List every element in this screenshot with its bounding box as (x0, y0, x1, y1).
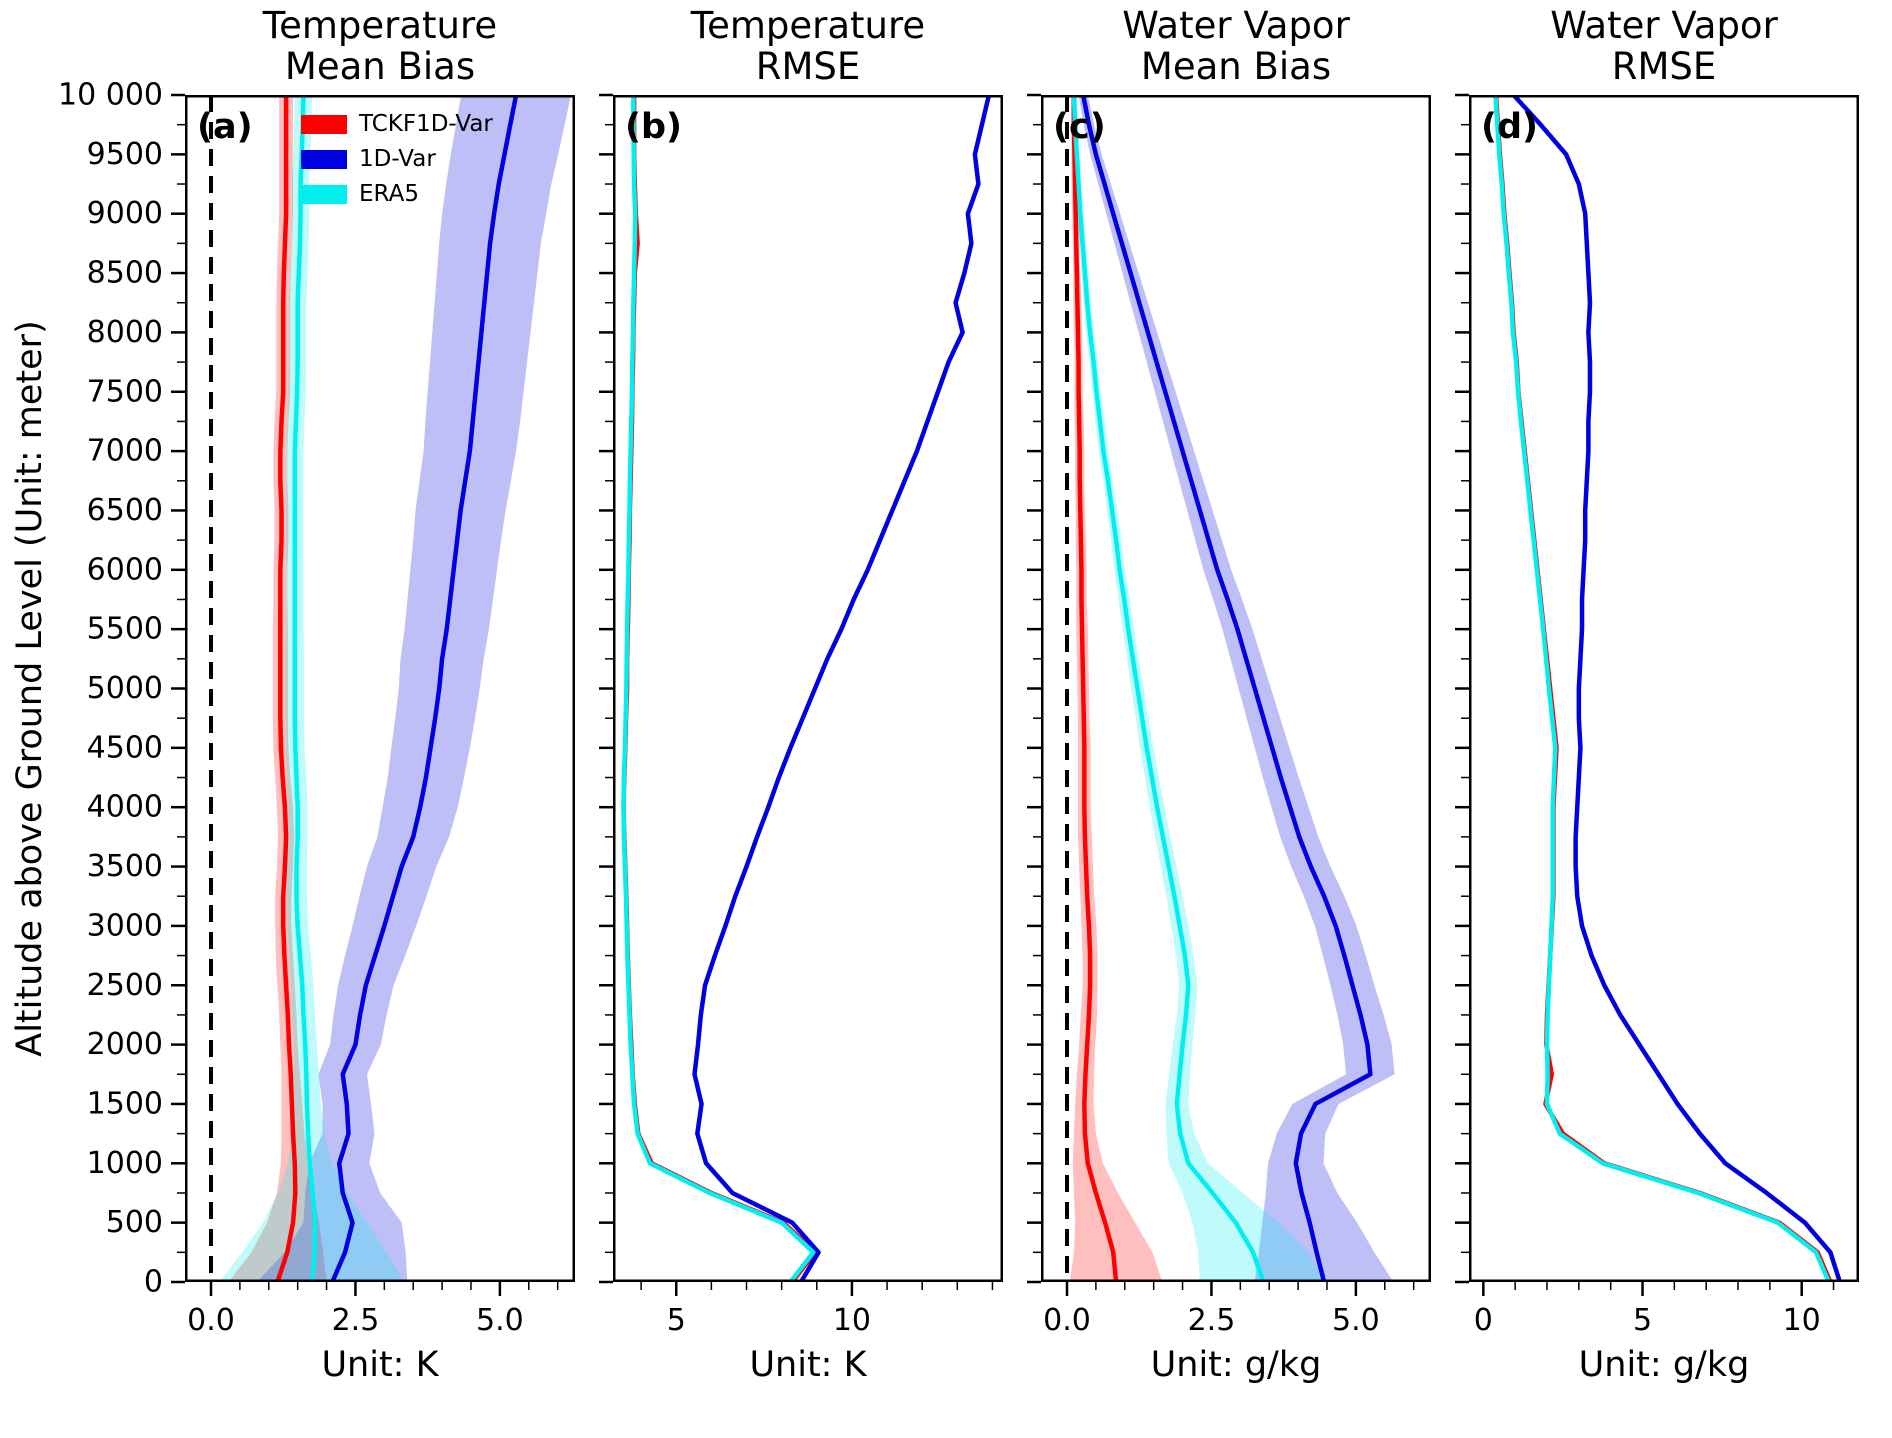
y-tick-label: 3500 (87, 849, 163, 884)
legend-label-era5: ERA5 (359, 181, 419, 207)
panel-b-plot: 5 10 (599, 93, 1003, 1338)
x-tick-label: 0.0 (187, 1303, 235, 1338)
x-tick-label: 2.5 (332, 1303, 380, 1338)
axes-frame (1469, 95, 1859, 1282)
x-tick-label: 2.5 (1188, 1303, 1236, 1338)
y-tick-label: 1500 (87, 1086, 163, 1121)
plot-area-b (621, 95, 992, 1282)
x-tick-label: 0 (1474, 1303, 1493, 1338)
legend: TCKF1D-Var 1D-Var ERA5 (301, 111, 493, 207)
panel-b-title: Temperature RMSE (690, 4, 926, 89)
panel-c-title: Water Vapor Mean Bias (1122, 4, 1350, 89)
y-tick-label: 4500 (87, 730, 163, 765)
legend-item-era5: ERA5 (301, 181, 493, 207)
panel-d-xlabel: Unit: g/kg (1578, 1345, 1750, 1385)
band-ERA5 (1071, 95, 1327, 1282)
panel-d-letter: (d) (1481, 107, 1539, 147)
y-tick-label: 0 (144, 1265, 163, 1300)
line-TCKF1D-Var (621, 95, 818, 1282)
y-tick-label: 6000 (87, 552, 163, 587)
band-TCKF1D-Var (228, 95, 327, 1282)
legend-item-1dvar: 1D-Var (301, 146, 493, 172)
panel-temperature-mean-bias: Temperature Mean Bias 0 500 1000 1500 2000 25… (58, 5, 575, 1385)
x-tick-label: 10 (1783, 1303, 1821, 1338)
x-tick-label: 0.0 (1043, 1303, 1091, 1338)
band-1D-Var (1078, 95, 1395, 1282)
legend-swatch-blue (301, 149, 347, 169)
y-tick-label: 7000 (87, 434, 163, 469)
y-tick-label: 8500 (87, 256, 163, 291)
panel-temperature-rmse: Temperature RMSE 5 10 (b) Unit: K (599, 5, 1003, 1385)
y-tick-label: 3000 (87, 908, 163, 943)
line-ERA5 (621, 95, 816, 1282)
plot-area-a (209, 95, 571, 1282)
band-ERA5 (219, 95, 405, 1282)
plot-area-d (1493, 95, 1843, 1282)
y-tick-label: 10 000 (58, 78, 163, 113)
panel-a-title: Temperature Mean Bias (262, 4, 498, 89)
band-1D-Var (257, 95, 571, 1282)
panel-b-letter: (b) (625, 107, 683, 147)
y-tick-label: 6500 (87, 493, 163, 528)
x-tick-label: 5.0 (476, 1303, 524, 1338)
legend-swatch-cyan (301, 184, 347, 204)
x-tick-label: 5 (1633, 1303, 1652, 1338)
line-ERA5 (1071, 95, 1266, 1282)
plot-area-c (1065, 95, 1395, 1282)
axes-frame (1041, 95, 1431, 1282)
legend-label-1dvar: 1D-Var (359, 146, 436, 172)
panel-c-plot: 0.0 2.5 5.0 (1027, 93, 1431, 1338)
panel-watervapor-rmse: Water Vapor RMSE 0 5 10 (d) Unit: g/kg (1455, 5, 1859, 1385)
line-1D-Var (330, 95, 519, 1282)
x-tick-label: 5.0 (1332, 1303, 1380, 1338)
panel-a-letter: (a) (197, 107, 253, 147)
panel-a-xlabel: Unit: K (321, 1345, 439, 1385)
panel-d-title: Water Vapor RMSE (1550, 4, 1778, 89)
panel-b-xlabel: Unit: K (749, 1345, 867, 1385)
ticks-a: 0 500 1000 1500 2000 2500 3000 3500 4000 4500 5000… (58, 78, 559, 1338)
y-tick-label: 4000 (87, 790, 163, 825)
x-tick-label: 10 (833, 1303, 871, 1338)
y-tick-label: 2000 (87, 1027, 163, 1062)
line-TCKF1D-Var (275, 95, 298, 1282)
ticks-d: 0 5 10 (1455, 93, 1835, 1338)
y-tick-label: 9000 (87, 196, 163, 231)
y-tick-label: 5000 (87, 671, 163, 706)
ticks-b: 5 10 (599, 93, 994, 1338)
y-tick-label: 500 (106, 1205, 163, 1240)
ticks-c: 0.0 2.5 5.0 (1027, 93, 1415, 1338)
y-tick-label: 5500 (87, 612, 163, 647)
panel-c-letter: (c) (1053, 107, 1106, 147)
y-tick-label: 2500 (87, 968, 163, 1003)
line-TCKF1D-Var (1071, 95, 1119, 1282)
y-tick-label: 1000 (87, 1146, 163, 1181)
panel-a-plot: 0 500 1000 1500 2000 2500 3000 3500 4000 4500 5000… (58, 78, 575, 1338)
legend-swatch-red (301, 114, 347, 134)
line-ERA5 (292, 95, 318, 1282)
legend-item-tckf1dvar: TCKF1D-Var (301, 111, 493, 137)
y-axis-label: Altitude above Ground Level (Unit: meter… (10, 320, 50, 1057)
line-ERA5 (1493, 95, 1832, 1282)
line-1D-Var (692, 95, 992, 1282)
x-tick-label: 5 (667, 1303, 686, 1338)
y-tick-label: 8000 (87, 315, 163, 350)
legend-label-tckf1dvar: TCKF1D-Var (359, 111, 493, 137)
band-TCKF1D-Var (1069, 95, 1163, 1282)
y-tick-label: 9500 (87, 137, 163, 172)
panel-watervapor-mean-bias: Water Vapor Mean Bias 0.0 2.5 5.0 (c) Unit… (1027, 5, 1431, 1385)
axes-frame (613, 95, 1003, 1282)
line-1D-Var (1511, 95, 1843, 1282)
panel-d-plot: 0 5 10 (1455, 93, 1859, 1338)
axes-frame (185, 95, 575, 1282)
y-tick-label: 7500 (87, 374, 163, 409)
panel-c-xlabel: Unit: g/kg (1150, 1345, 1322, 1385)
line-1D-Var (1080, 95, 1373, 1282)
